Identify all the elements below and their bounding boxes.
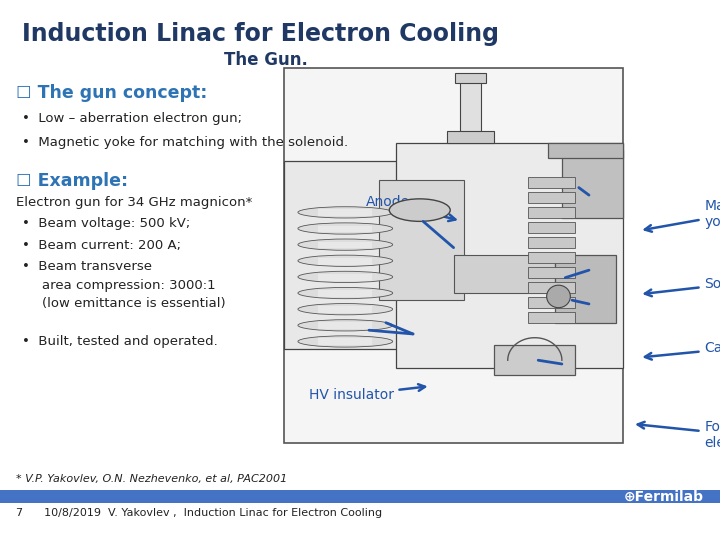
Text: * V.P. Yakovlev, O.N. Nezhevenko, et al, PAC2001: * V.P. Yakovlev, O.N. Nezhevenko, et al,… — [16, 474, 287, 484]
Bar — [284, 161, 403, 349]
Bar — [528, 177, 575, 187]
Bar — [284, 68, 623, 443]
Bar — [528, 267, 575, 278]
Ellipse shape — [390, 199, 450, 221]
Bar — [318, 241, 372, 248]
Text: •  Magnetic yoke for matching with the solenoid.: • Magnetic yoke for matching with the so… — [22, 136, 348, 149]
Text: Induction Linac for Electron Cooling: Induction Linac for Electron Cooling — [22, 22, 498, 45]
Bar — [318, 258, 372, 265]
Bar — [454, 255, 555, 293]
Text: HV insulator: HV insulator — [309, 384, 425, 402]
Bar — [528, 312, 575, 323]
Bar — [562, 150, 623, 218]
Bar — [528, 237, 575, 248]
Bar — [460, 75, 481, 135]
Bar — [0, 490, 720, 503]
Text: The Gun.: The Gun. — [225, 51, 308, 69]
Text: •  Beam transverse: • Beam transverse — [22, 260, 152, 273]
Ellipse shape — [298, 223, 392, 234]
Bar — [528, 252, 575, 262]
Text: •  Beam current: 200 A;: • Beam current: 200 A; — [22, 239, 181, 252]
Bar — [447, 131, 494, 143]
Text: Solenoid: Solenoid — [645, 276, 720, 296]
Bar — [318, 274, 372, 281]
Bar — [494, 345, 575, 375]
Text: area compression: 3000:1: area compression: 3000:1 — [42, 279, 215, 292]
Text: ☐ The gun concept:: ☐ The gun concept: — [16, 84, 207, 102]
Bar — [555, 255, 616, 323]
Ellipse shape — [298, 207, 392, 218]
Text: Magnet
yoke: Magnet yoke — [645, 199, 720, 232]
Text: 7      10/8/2019  V. Yakovlev ,  Induction Linac for Electron Cooling: 7 10/8/2019 V. Yakovlev , Induction Lina… — [16, 508, 382, 518]
Bar — [528, 192, 575, 202]
Bar — [549, 143, 623, 158]
Ellipse shape — [298, 255, 392, 266]
Text: Electron gun for 34 GHz magnicon*: Electron gun for 34 GHz magnicon* — [16, 196, 252, 209]
Ellipse shape — [298, 303, 392, 315]
Text: •  Built, tested and operated.: • Built, tested and operated. — [22, 335, 217, 348]
Ellipse shape — [546, 285, 570, 308]
Bar — [318, 290, 372, 297]
Ellipse shape — [298, 320, 392, 331]
Bar — [528, 222, 575, 233]
Text: Cathode: Cathode — [645, 341, 720, 360]
Bar — [318, 306, 372, 313]
Bar — [318, 210, 372, 216]
Text: ⊕Fermilab: ⊕Fermilab — [624, 490, 704, 504]
Text: •  Beam voltage: 500 kV;: • Beam voltage: 500 kV; — [22, 217, 190, 230]
Bar — [396, 143, 623, 368]
Ellipse shape — [298, 271, 392, 282]
Bar — [318, 339, 372, 345]
Bar — [528, 297, 575, 308]
Text: •  Low – aberration electron gun;: • Low – aberration electron gun; — [22, 112, 242, 125]
Bar — [455, 73, 486, 83]
Ellipse shape — [298, 287, 392, 299]
Bar — [318, 226, 372, 232]
Ellipse shape — [298, 239, 392, 250]
Text: Anode: Anode — [366, 195, 455, 221]
Text: (low emittance is essential): (low emittance is essential) — [42, 297, 225, 310]
Ellipse shape — [298, 336, 392, 347]
Text: Focusing
electrode: Focusing electrode — [638, 420, 720, 450]
Bar — [318, 322, 372, 329]
Bar — [379, 180, 464, 300]
Bar — [528, 282, 575, 293]
Bar — [528, 207, 575, 218]
Text: ☐ Example:: ☐ Example: — [16, 172, 128, 190]
